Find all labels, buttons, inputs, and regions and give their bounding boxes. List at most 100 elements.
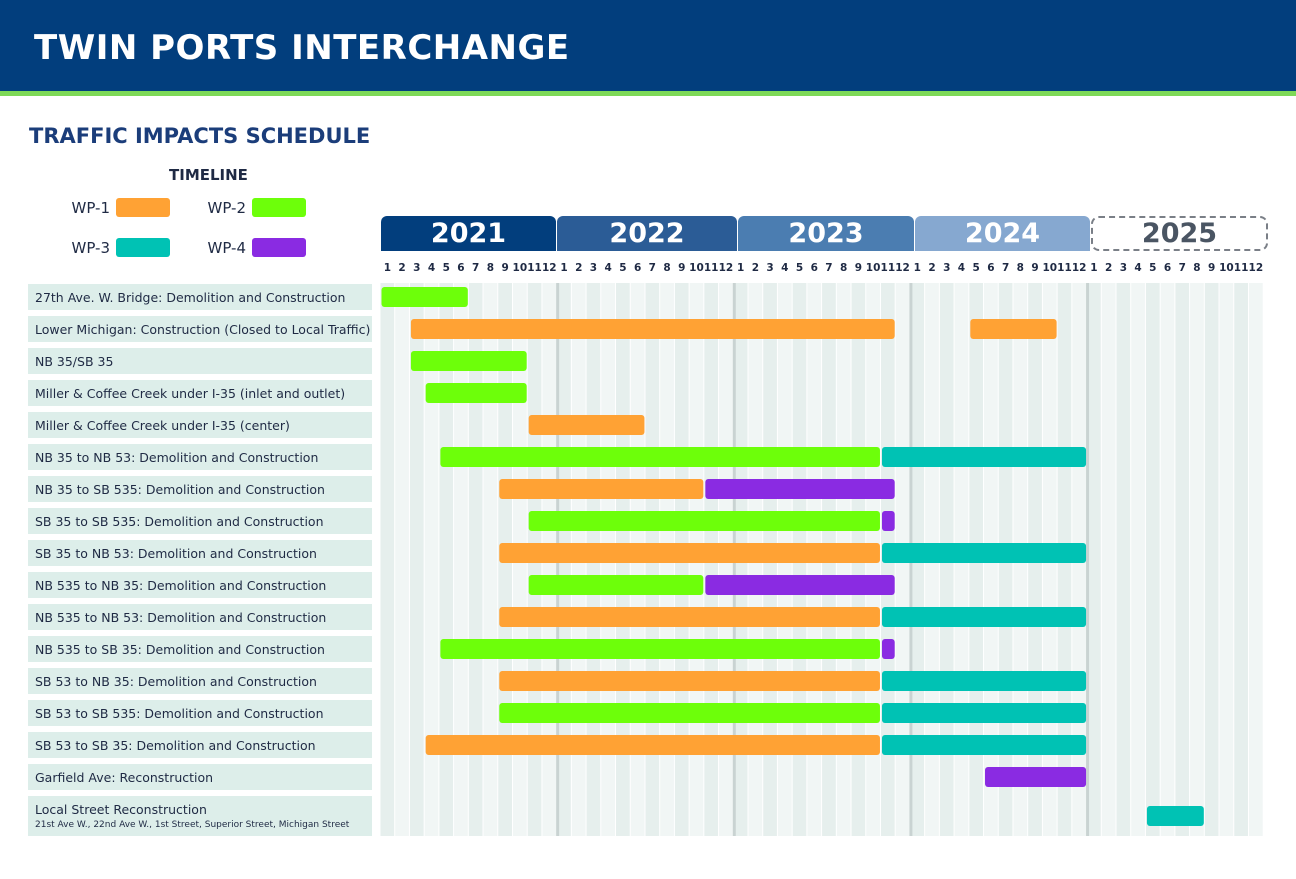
gantt-bar-wp-3 [881,447,1087,467]
row-label: NB 535 to NB 53: Demolition and Construc… [28,604,372,630]
year-separator [1086,283,1090,836]
month-tick-label: 12 [719,262,734,274]
row-label: SB 53 to SB 535: Demolition and Construc… [28,700,372,726]
row-sublabel: 21st Ave W., 22nd Ave W., 1st Street, Su… [35,820,350,830]
legend-swatch-wp4 [252,238,306,257]
gantt-bar-wp-2 [381,287,468,307]
row-label: Garfield Ave: Reconstruction [28,764,372,790]
grid-column [409,283,424,836]
legend-label: WP-4 [207,238,246,257]
row-label: SB 53 to NB 35: Demolition and Construct… [28,668,372,694]
legend-label: WP-1 [71,198,110,217]
year-label-2021: 2021 [381,216,556,251]
month-tick-label: 8 [487,262,494,274]
month-tick-label: 3 [1120,262,1127,274]
month-tick-label: 9 [501,262,508,274]
row-label-local-street: Local Street Reconstruction 21st Ave W.,… [28,796,372,836]
row-label: Miller & Coffee Creek under I-35 (center… [28,412,372,438]
month-tick-label: 12 [1072,262,1087,274]
month-tick-label: 3 [413,262,420,274]
month-tick-label: 1 [737,262,744,274]
year-label-2025: 2025 [1091,216,1268,251]
page-header: TWIN PORTS INTERCHANGE [0,0,1296,96]
month-tick-label: 7 [1179,262,1186,274]
chart-subtitle: TRAFFIC IMPACTS SCHEDULE [29,124,371,148]
legend-item-wp2: WP-2 [196,198,306,217]
gantt-bar-wp-3 [1146,806,1204,826]
gantt-bar-wp-3 [881,543,1087,563]
month-tick-label: 1 [560,262,567,274]
row-label: NB 35 to SB 535: Demolition and Construc… [28,476,372,502]
month-tick-label: 8 [840,262,847,274]
grid-column [1101,283,1116,836]
grid-column [1219,283,1234,836]
month-tick-label: 2 [752,262,759,274]
gantt-bar-wp-3 [881,735,1087,755]
legend-item-wp3: WP-3 [60,238,170,257]
legend-label: WP-3 [71,238,110,257]
row-label: SB 35 to NB 53: Demolition and Construct… [28,540,372,566]
month-tick-label: 4 [781,262,788,274]
row-label: Miller & Coffee Creek under I-35 (inlet … [28,380,372,406]
grid-column [1160,283,1175,836]
month-tick-label: 10 [689,262,704,274]
legend-swatch-wp2 [252,198,306,217]
month-tick-label: 11 [881,262,896,274]
month-tick-label: 10 [866,262,881,274]
month-tick-label: 1 [384,262,391,274]
gantt-bar-wp-4 [881,511,895,531]
gantt-bar-wp-1 [410,319,895,339]
month-tick-label: 8 [663,262,670,274]
gantt-bar-wp-1 [499,479,704,499]
row-label: NB 35/SB 35 [28,348,372,374]
month-tick-label: 2 [398,262,405,274]
gantt-bar-wp-1 [499,607,880,627]
month-tick-label: 1 [914,262,921,274]
grid-column [395,283,409,836]
year-label-2024: 2024 [915,216,1090,251]
month-tick-label: 7 [472,262,479,274]
month-tick-label: 5 [973,262,980,274]
gantt-bar-wp-1 [499,543,880,563]
grid-column [1087,283,1101,836]
month-tick-label: 4 [958,262,965,274]
year-label-2022: 2022 [557,216,737,251]
month-tick-label: 9 [855,262,862,274]
row-label: NB 35 to NB 53: Demolition and Construct… [28,444,372,470]
month-tick-label: 11 [1057,262,1072,274]
month-tick-label: 9 [678,262,685,274]
month-tick-label: 8 [1017,262,1024,274]
month-tick-label: 12 [1249,262,1264,274]
month-tick-label: 7 [1002,262,1009,274]
gantt-bar-wp-2 [440,447,880,467]
grid-column [1175,283,1190,836]
grid-column [439,283,454,836]
month-tick-label: 2 [575,262,582,274]
row-label: NB 535 to SB 35: Demolition and Construc… [28,636,372,662]
row-label: NB 535 to NB 35: Demolition and Construc… [28,572,372,598]
gantt-bar-wp-2 [440,639,880,659]
grid-column [1204,283,1219,836]
grid-column [1131,283,1145,836]
month-tick-label: 7 [649,262,656,274]
grid-column [454,283,468,836]
month-tick-label: 10 [1219,262,1234,274]
month-tick-label: 4 [605,262,612,274]
legend-item-wp4: WP-4 [196,238,306,257]
month-tick-label: 6 [987,262,994,274]
month-tick-label: 11 [527,262,542,274]
legend-swatch-wp1 [116,198,170,217]
month-tick-label: 9 [1208,262,1215,274]
month-tick-label: 12 [542,262,557,274]
legend-label: WP-2 [207,198,246,217]
grid-column [1190,283,1204,836]
legend-swatch-wp3 [116,238,170,257]
row-label-main: Local Street Reconstruction [35,802,207,817]
gantt-bar-wp-2 [528,511,880,531]
legend-title: TIMELINE [169,166,248,184]
month-tick-label: 3 [766,262,773,274]
grid-column [1145,283,1160,836]
month-tick-label: 4 [1134,262,1141,274]
month-tick-label: 12 [895,262,910,274]
gantt-bar-wp-2 [410,351,527,371]
